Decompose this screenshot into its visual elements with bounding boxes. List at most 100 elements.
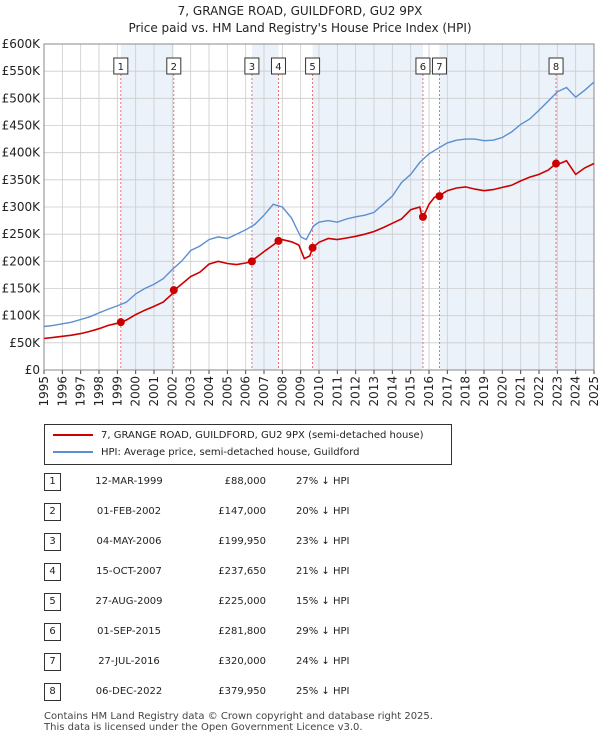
sale-price: £199,950: [218, 536, 266, 547]
y-tick-label: £500K: [2, 91, 42, 105]
table-row: 3 04-MAY-2006 £199,950 23% ↓ HPI: [44, 532, 424, 552]
x-tick-label: 1995: [37, 376, 51, 407]
sale-number-badge: 3: [44, 533, 61, 551]
sale-price: £225,000: [218, 596, 266, 607]
x-tick-label: 2021: [514, 376, 528, 407]
x-tick-label: 2022: [532, 376, 546, 407]
y-tick-label: £300K: [2, 200, 42, 214]
x-tick-label: 2023: [550, 376, 564, 407]
x-tick-label: 2019: [477, 376, 491, 407]
x-tick-label: 2025: [587, 376, 600, 407]
x-tick-label: 2009: [294, 376, 308, 407]
sale-marker-label: 5: [309, 62, 315, 73]
sale-date: 27-AUG-2009: [95, 596, 163, 607]
x-tick-label: 2011: [330, 376, 344, 407]
sale-number-badge: 6: [44, 623, 61, 641]
sale-point: [435, 192, 444, 201]
y-tick-label: £200K: [2, 254, 42, 268]
table-row: 4 15-OCT-2007 £237,650 21% ↓ HPI: [44, 562, 424, 582]
plot-border: [43, 43, 595, 371]
x-tick-label: 1997: [74, 376, 88, 407]
footer-copyright: Contains HM Land Registry data © Crown c…: [44, 711, 433, 722]
legend-item-property: 7, GRANGE ROAD, GUILDFORD, GU2 9PX (semi…: [53, 428, 424, 444]
x-tick-label: 2010: [312, 376, 326, 407]
sale-hpi-diff: 29% ↓ HPI: [296, 626, 350, 637]
x-tick-label: 2024: [569, 376, 583, 407]
sale-price: £379,950: [218, 686, 266, 697]
sale-point: [116, 318, 125, 327]
x-tick-label: 1999: [110, 376, 124, 407]
x-tick-label: 2007: [257, 376, 271, 407]
x-tick-label: 2014: [385, 376, 399, 407]
x-tick-label: 2003: [184, 376, 198, 407]
y-tick-label: £350K: [2, 173, 42, 187]
sale-point: [274, 236, 283, 245]
sale-hpi-diff: 24% ↓ HPI: [296, 656, 350, 667]
footer: Contains HM Land Registry data © Crown c…: [44, 711, 564, 733]
sale-price: £320,000: [218, 656, 266, 667]
sale-marker-label: 2: [171, 62, 177, 73]
sale-point: [169, 286, 178, 295]
sale-marker-box: [415, 57, 431, 75]
sale-marker-box: [113, 57, 129, 75]
y-tick-label: £550K: [2, 64, 42, 78]
x-tick-label: 2012: [349, 376, 363, 407]
sale-point: [418, 212, 427, 221]
sale-price: £88,000: [224, 476, 266, 487]
sale-number-badge: 4: [44, 563, 61, 581]
table-row: 8 06-DEC-2022 £379,950 25% ↓ HPI: [44, 682, 424, 702]
sale-hpi-diff: 21% ↓ HPI: [296, 566, 350, 577]
footer-licence: This data is licensed under the Open Gov…: [44, 722, 363, 733]
sale-marker-box: [244, 57, 260, 75]
sale-date: 01-SEP-2015: [97, 626, 161, 637]
table-row: 2 01-FEB-2002 £147,000 20% ↓ HPI: [44, 502, 424, 522]
sale-date: 27-JUL-2016: [98, 656, 160, 667]
sale-hpi-diff: 15% ↓ HPI: [296, 596, 350, 607]
x-tick-label: 2004: [202, 376, 216, 407]
x-tick-label: 2013: [367, 376, 381, 407]
table-row: 6 01-SEP-2015 £281,800 29% ↓ HPI: [44, 622, 424, 642]
price-series-line: [43, 159, 595, 340]
sale-number-badge: 8: [44, 683, 61, 701]
sale-marker-box: [305, 57, 321, 75]
sale-price: £147,000: [218, 506, 266, 517]
sale-number-badge: 2: [44, 503, 61, 521]
legend-item-hpi: HPI: Average price, semi-detached house,…: [53, 445, 360, 461]
sale-marker-label: 3: [249, 62, 255, 73]
sale-marker-label: 7: [436, 62, 442, 73]
y-tick-label: £250K: [2, 227, 42, 241]
sale-date: 15-OCT-2007: [96, 566, 162, 577]
title-line-2: Price paid vs. HM Land Registry's House …: [128, 21, 472, 35]
chart-title: 7, GRANGE ROAD, GUILDFORD, GU2 9PX Price…: [0, 3, 600, 37]
sale-marker-label: 6: [420, 62, 426, 73]
x-tick-label: 2005: [220, 376, 234, 407]
x-tick-label: 2020: [495, 376, 509, 407]
price-chart: £0 £50K £100K £150K £200K £250K £300K £350K £400…: [2, 37, 600, 407]
legend: 7, GRANGE ROAD, GUILDFORD, GU2 9PX (semi…: [44, 424, 452, 465]
x-tick-label: 1998: [92, 376, 106, 407]
sale-hpi-diff: 27% ↓ HPI: [296, 476, 350, 487]
y-tick-label: £450K: [2, 119, 42, 133]
sale-marker-box: [270, 57, 286, 75]
sale-marker-label: 1: [118, 62, 124, 73]
table-row: 5 27-AUG-2009 £225,000 15% ↓ HPI: [44, 592, 424, 612]
sale-hpi-diff: 23% ↓ HPI: [296, 536, 350, 547]
sale-number-badge: 5: [44, 593, 61, 611]
y-tick-label: £150K: [2, 282, 42, 296]
sale-date: 01-FEB-2002: [96, 506, 162, 517]
sale-point: [552, 159, 561, 168]
legend-label-property: 7, GRANGE ROAD, GUILDFORD, GU2 9PX (semi…: [101, 430, 424, 441]
sale-marker-box: [431, 57, 447, 75]
sale-hpi-diff: 20% ↓ HPI: [296, 506, 350, 517]
y-tick-label: £100K: [2, 309, 42, 323]
legend-swatch-hpi: [53, 451, 93, 453]
sale-marker-label: 8: [553, 62, 559, 73]
table-row: 7 27-JUL-2016 £320,000 24% ↓ HPI: [44, 652, 424, 672]
y-tick-label: £50K: [9, 336, 41, 350]
x-tick-label: 2016: [422, 376, 436, 407]
sale-point: [247, 257, 256, 266]
sale-marker-box: [548, 57, 564, 75]
x-tick-label: 2000: [129, 376, 143, 407]
x-tick-label: 2018: [459, 376, 473, 407]
table-row: 1 12-MAR-1999 £88,000 27% ↓ HPI: [44, 472, 424, 492]
